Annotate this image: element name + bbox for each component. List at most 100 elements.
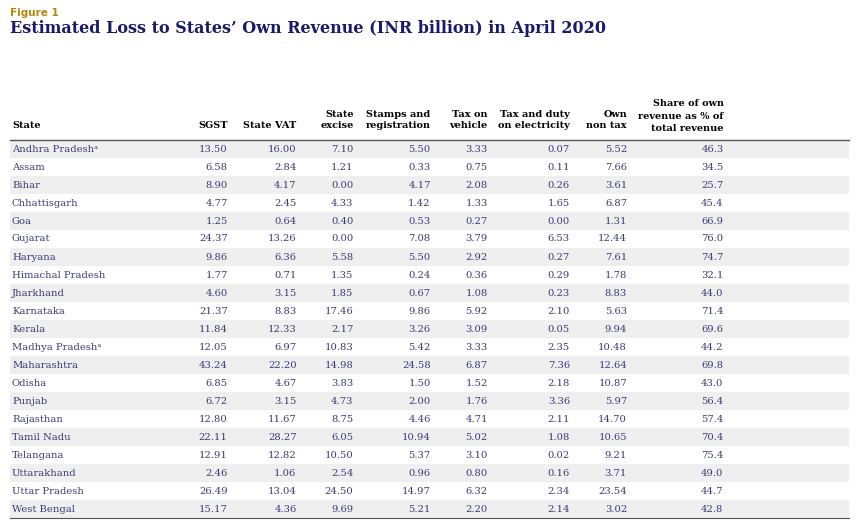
Text: Karnataka: Karnataka <box>12 306 65 315</box>
Text: 75.4: 75.4 <box>701 450 723 460</box>
Text: State: State <box>325 109 354 119</box>
Text: 16.00: 16.00 <box>268 144 296 153</box>
Text: 1.33: 1.33 <box>466 199 488 208</box>
Text: Figure 1: Figure 1 <box>10 8 58 18</box>
Text: 49.0: 49.0 <box>701 469 723 477</box>
Text: 1.85: 1.85 <box>331 289 354 298</box>
Text: 5.63: 5.63 <box>605 306 627 315</box>
Text: 15.17: 15.17 <box>198 505 228 514</box>
Text: 66.9: 66.9 <box>702 217 723 225</box>
Text: 44.7: 44.7 <box>701 486 723 495</box>
Text: 7.10: 7.10 <box>331 144 354 153</box>
Text: Share of own: Share of own <box>653 99 723 108</box>
Text: 24.37: 24.37 <box>199 234 228 244</box>
Text: 25.7: 25.7 <box>701 180 723 189</box>
Text: 5.37: 5.37 <box>408 450 430 460</box>
Text: 12.82: 12.82 <box>268 450 296 460</box>
Text: 69.8: 69.8 <box>702 360 723 370</box>
Text: 2.10: 2.10 <box>547 306 570 315</box>
Text: Assam: Assam <box>12 163 45 172</box>
Text: 46.3: 46.3 <box>701 144 723 153</box>
Text: 3.83: 3.83 <box>332 379 354 388</box>
Text: 6.85: 6.85 <box>205 379 228 388</box>
Text: 0.02: 0.02 <box>548 450 570 460</box>
Text: 5.50: 5.50 <box>408 144 430 153</box>
Text: 3.71: 3.71 <box>605 469 627 477</box>
Text: 14.97: 14.97 <box>402 486 430 495</box>
Text: 23.54: 23.54 <box>598 486 627 495</box>
Text: 3.26: 3.26 <box>409 324 430 334</box>
Text: 0.53: 0.53 <box>408 217 430 225</box>
Text: 1.21: 1.21 <box>331 163 354 172</box>
Text: 6.36: 6.36 <box>275 253 296 262</box>
Text: 76.0: 76.0 <box>702 234 723 244</box>
Text: 0.64: 0.64 <box>274 217 296 225</box>
Text: Telangana: Telangana <box>12 450 64 460</box>
Text: 12.33: 12.33 <box>268 324 296 334</box>
Text: Bihar: Bihar <box>12 180 40 189</box>
Text: 24.58: 24.58 <box>402 360 430 370</box>
Text: 4.17: 4.17 <box>274 180 296 189</box>
Text: 0.40: 0.40 <box>331 217 354 225</box>
Text: 0.00: 0.00 <box>548 217 570 225</box>
Text: 8.83: 8.83 <box>274 306 296 315</box>
Text: 0.07: 0.07 <box>548 144 570 153</box>
Text: 3.02: 3.02 <box>605 505 627 514</box>
Text: 6.87: 6.87 <box>605 199 627 208</box>
Text: 17.46: 17.46 <box>325 306 354 315</box>
Text: 1.78: 1.78 <box>605 270 627 279</box>
Text: 0.71: 0.71 <box>274 270 296 279</box>
Text: 1.50: 1.50 <box>408 379 430 388</box>
Text: 12.05: 12.05 <box>199 343 228 351</box>
Text: 42.8: 42.8 <box>701 505 723 514</box>
Text: 4.67: 4.67 <box>274 379 296 388</box>
Text: 2.17: 2.17 <box>331 324 354 334</box>
Text: 1.42: 1.42 <box>408 199 430 208</box>
Text: 5.52: 5.52 <box>605 144 627 153</box>
Text: 2.92: 2.92 <box>466 253 488 262</box>
Text: 43.24: 43.24 <box>198 360 228 370</box>
Text: 6.87: 6.87 <box>466 360 488 370</box>
Text: 3.61: 3.61 <box>605 180 627 189</box>
Text: Tax on: Tax on <box>452 109 488 119</box>
Text: Haryana: Haryana <box>12 253 56 262</box>
Text: SGST: SGST <box>198 121 228 130</box>
Text: Tamil Nadu: Tamil Nadu <box>12 433 70 441</box>
Text: Madhya Pradeshᵃ: Madhya Pradeshᵃ <box>12 343 101 351</box>
Text: 5.50: 5.50 <box>408 253 430 262</box>
Text: 9.69: 9.69 <box>332 505 354 514</box>
Text: 0.00: 0.00 <box>332 180 354 189</box>
Text: 12.80: 12.80 <box>199 415 228 424</box>
Text: Punjab: Punjab <box>12 396 47 405</box>
Text: 10.50: 10.50 <box>325 450 354 460</box>
Text: 5.58: 5.58 <box>332 253 354 262</box>
Text: 3.33: 3.33 <box>466 144 488 153</box>
Text: 45.4: 45.4 <box>701 199 723 208</box>
Text: 1.08: 1.08 <box>547 433 570 441</box>
Text: 12.91: 12.91 <box>198 450 228 460</box>
Text: 0.96: 0.96 <box>409 469 430 477</box>
Text: Goa: Goa <box>12 217 32 225</box>
Text: 10.65: 10.65 <box>599 433 627 441</box>
Text: 1.35: 1.35 <box>331 270 354 279</box>
Text: 2.00: 2.00 <box>408 396 430 405</box>
Text: vehicle: vehicle <box>449 121 488 130</box>
Text: 1.08: 1.08 <box>466 289 488 298</box>
Text: 5.92: 5.92 <box>466 306 488 315</box>
Text: 12.64: 12.64 <box>598 360 627 370</box>
Text: 6.05: 6.05 <box>332 433 354 441</box>
Text: 0.27: 0.27 <box>548 253 570 262</box>
Text: 9.86: 9.86 <box>409 306 430 315</box>
Text: 0.05: 0.05 <box>548 324 570 334</box>
Text: 3.09: 3.09 <box>466 324 488 334</box>
Text: 11.84: 11.84 <box>198 324 228 334</box>
Text: 1.06: 1.06 <box>274 469 296 477</box>
Text: 22.20: 22.20 <box>268 360 296 370</box>
Text: 57.4: 57.4 <box>701 415 723 424</box>
Text: Uttarakhand: Uttarakhand <box>12 469 76 477</box>
Text: 9.94: 9.94 <box>605 324 627 334</box>
Text: 5.97: 5.97 <box>605 396 627 405</box>
Text: 13.04: 13.04 <box>268 486 296 495</box>
Text: 7.36: 7.36 <box>548 360 570 370</box>
Text: 9.86: 9.86 <box>205 253 228 262</box>
